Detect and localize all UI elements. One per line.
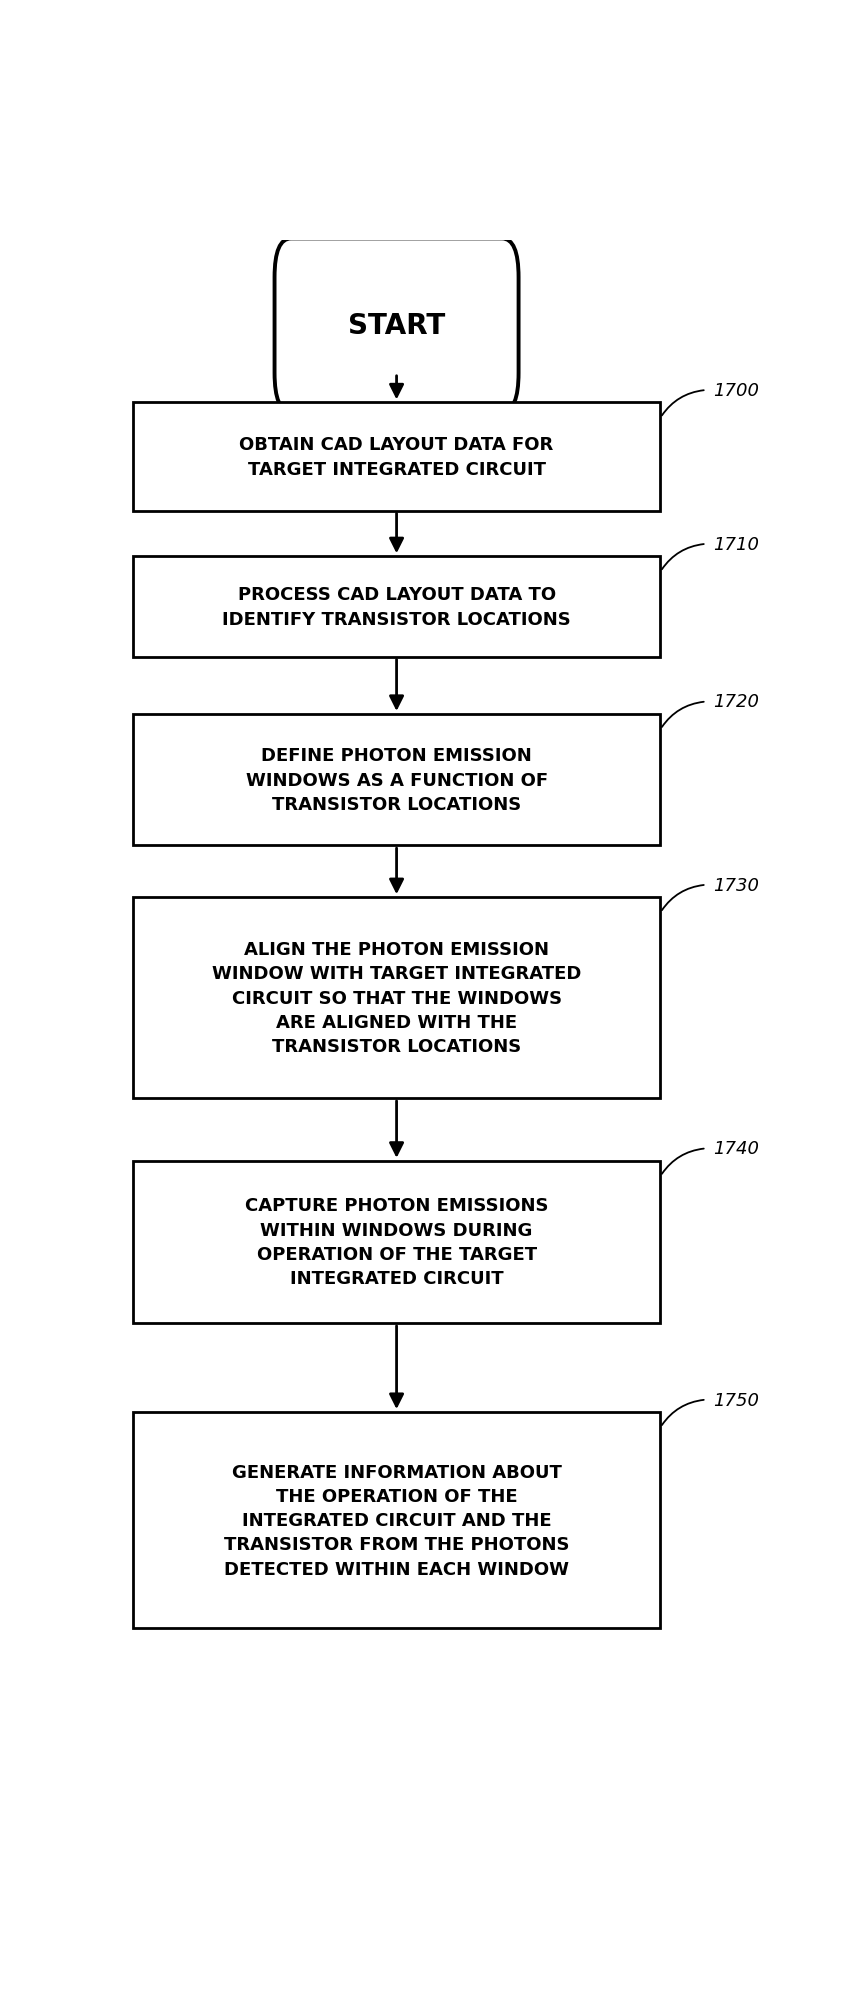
Text: OBTAIN CAD LAYOUT DATA FOR
TARGET INTEGRATED CIRCUIT: OBTAIN CAD LAYOUT DATA FOR TARGET INTEGR… <box>239 436 554 478</box>
Text: 1740: 1740 <box>713 1140 759 1158</box>
FancyBboxPatch shape <box>133 403 660 512</box>
Text: 1720: 1720 <box>713 692 759 710</box>
Text: DEFINE PHOTON EMISSION
WINDOWS AS A FUNCTION OF
TRANSISTOR LOCATIONS: DEFINE PHOTON EMISSION WINDOWS AS A FUNC… <box>245 747 548 813</box>
Text: PROCESS CAD LAYOUT DATA TO
IDENTIFY TRANSISTOR LOCATIONS: PROCESS CAD LAYOUT DATA TO IDENTIFY TRAN… <box>222 586 571 628</box>
FancyBboxPatch shape <box>133 714 660 845</box>
Text: 1700: 1700 <box>713 381 759 399</box>
Text: CAPTURE PHOTON EMISSIONS
WITHIN WINDOWS DURING
OPERATION OF THE TARGET
INTEGRATE: CAPTURE PHOTON EMISSIONS WITHIN WINDOWS … <box>245 1196 548 1288</box>
Text: 1710: 1710 <box>713 536 759 554</box>
Text: START: START <box>348 311 445 339</box>
FancyBboxPatch shape <box>133 897 660 1098</box>
FancyBboxPatch shape <box>133 556 660 658</box>
Text: GENERATE INFORMATION ABOUT
THE OPERATION OF THE
INTEGRATED CIRCUIT AND THE
TRANS: GENERATE INFORMATION ABOUT THE OPERATION… <box>224 1463 569 1578</box>
FancyBboxPatch shape <box>133 1162 660 1323</box>
Text: ALIGN THE PHOTON EMISSION
WINDOW WITH TARGET INTEGRATED
CIRCUIT SO THAT THE WIND: ALIGN THE PHOTON EMISSION WINDOW WITH TA… <box>212 941 581 1056</box>
FancyBboxPatch shape <box>275 239 518 411</box>
FancyBboxPatch shape <box>133 1413 660 1628</box>
Text: 1730: 1730 <box>713 877 759 895</box>
Text: 1750: 1750 <box>713 1391 759 1409</box>
